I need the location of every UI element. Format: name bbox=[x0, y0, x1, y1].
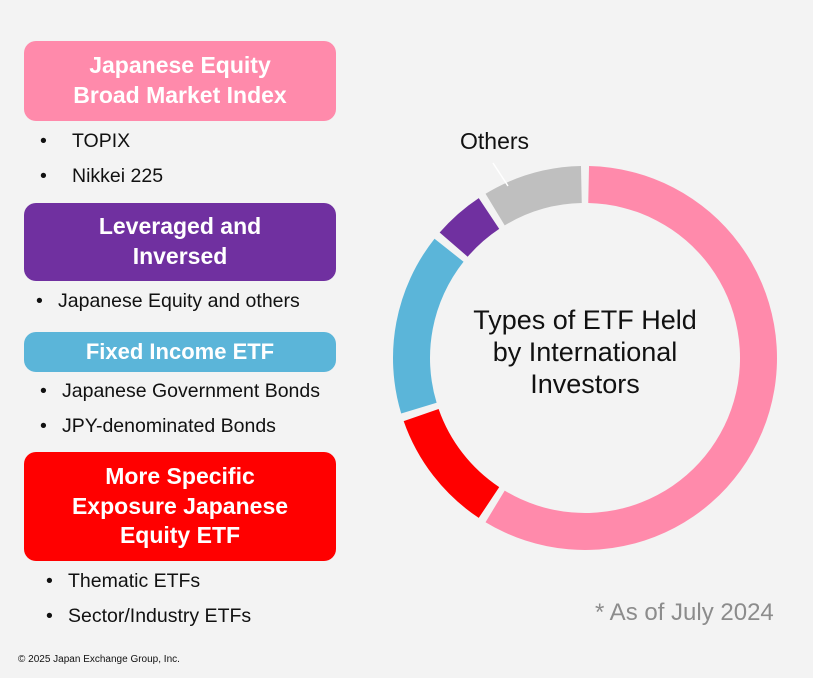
list-item: Sector/Industry ETFs bbox=[46, 599, 251, 634]
category-box-broad-market: Japanese Equity Broad Market Index bbox=[24, 41, 336, 121]
category-list-leveraged: Japanese Equity and others bbox=[36, 284, 300, 319]
category-list-specific-exposure: Thematic ETFs Sector/Industry ETFs bbox=[46, 564, 251, 634]
category-title-line: More Specific bbox=[105, 462, 255, 489]
slice-label-others: Others bbox=[460, 128, 530, 154]
list-item: TOPIX bbox=[40, 124, 163, 159]
list-item: Japanese Government Bonds bbox=[40, 374, 320, 409]
category-box-specific-exposure: More Specific Exposure Japanese Equity ETF bbox=[24, 452, 336, 561]
category-title-line: Exposure Japanese bbox=[71, 492, 289, 519]
donut-chart bbox=[393, 162, 777, 550]
donut-slice-specific-exposure bbox=[403, 408, 500, 518]
donut-slice-broad-market bbox=[485, 166, 777, 550]
list-item: Japanese Equity and others bbox=[36, 284, 300, 319]
category-box-leveraged: Leveraged and Inversed bbox=[24, 203, 336, 281]
category-title-line: Inversed bbox=[132, 243, 228, 269]
chart-title: Types of ETF Held by International Inves… bbox=[473, 305, 697, 399]
category-title-line: Fixed Income ETF bbox=[85, 338, 275, 364]
list-item: Nikkei 225 bbox=[40, 159, 163, 194]
category-list-broad-market: TOPIX Nikkei 225 bbox=[40, 124, 163, 194]
category-title-line: Broad Market Index bbox=[73, 82, 287, 108]
category-title-line: Leveraged and bbox=[98, 213, 262, 240]
list-item: Thematic ETFs bbox=[46, 564, 251, 599]
others-leader-line bbox=[492, 162, 509, 187]
category-title-line: Japanese Equity bbox=[89, 52, 271, 79]
donut-slice-leveraged bbox=[439, 198, 500, 257]
category-list-fixed-income: Japanese Government Bonds JPY-denominate… bbox=[40, 374, 320, 444]
category-box-fixed-income: Fixed Income ETF bbox=[24, 332, 336, 372]
category-title-line: Equity ETF bbox=[119, 522, 241, 549]
footnote: * As of July 2024 bbox=[595, 599, 774, 626]
copyright: © 2025 Japan Exchange Group, Inc. bbox=[18, 654, 180, 665]
donut-slice-others bbox=[485, 166, 582, 226]
list-item: JPY-denominated Bonds bbox=[40, 409, 320, 444]
donut-slice-fixed-income bbox=[393, 238, 464, 414]
